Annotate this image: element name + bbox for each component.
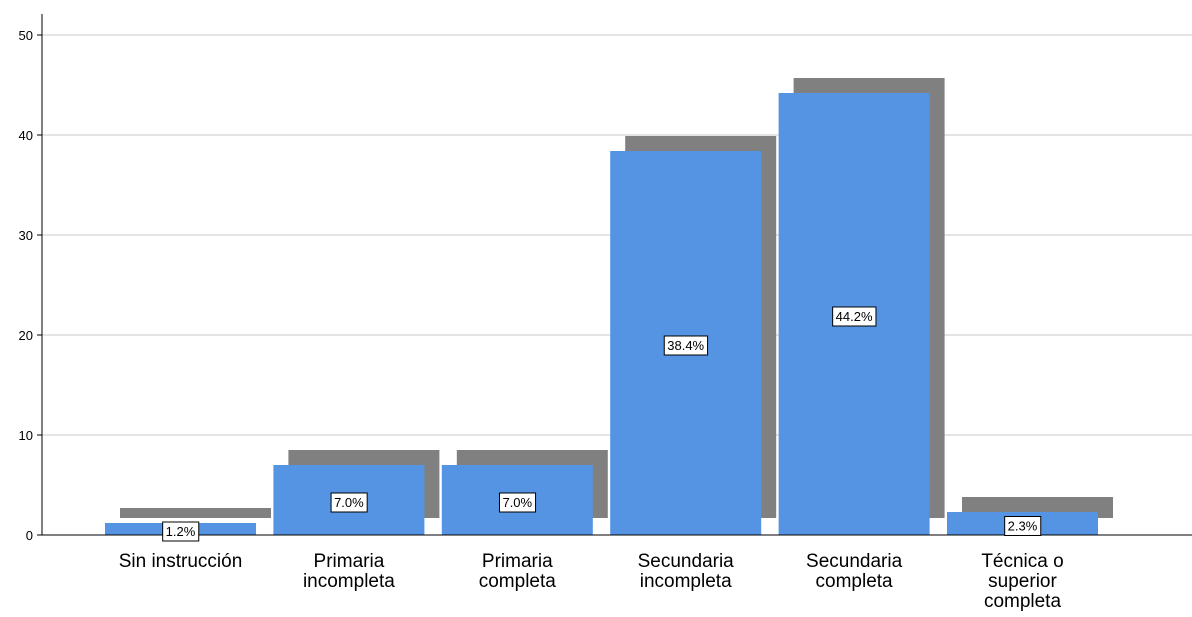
- y-tick-label: 20: [19, 328, 33, 343]
- data-label-text: 38.4%: [667, 338, 704, 353]
- x-category-label: Técnica o superior completa: [981, 551, 1063, 612]
- data-label: 38.4%: [663, 335, 709, 356]
- data-labels: 1.2% 7.0% 7.0% 38.4% 44.2% 2.3%: [162, 306, 1042, 542]
- data-label-box: [162, 521, 200, 542]
- data-label-text: 7.0%: [334, 495, 364, 510]
- data-label: 44.2%: [832, 306, 877, 327]
- x-category-label: Sin instrucción: [119, 551, 243, 572]
- y-tick-label: 50: [19, 28, 33, 43]
- bars: [105, 93, 1098, 535]
- data-label: 2.3%: [1004, 516, 1042, 536]
- bar-shadow: [120, 508, 271, 518]
- axes: 0 10 20 30 40 50: [19, 14, 1192, 543]
- data-label-box: [832, 306, 877, 327]
- data-label: 7.0%: [330, 492, 368, 513]
- data-label-text: 2.3%: [1008, 519, 1038, 534]
- x-category-label: Secundaria incompleta: [638, 551, 735, 592]
- y-tick-label: 30: [19, 228, 33, 243]
- data-label-box: [498, 492, 537, 513]
- data-label: 1.2%: [162, 521, 200, 542]
- data-label-text: 1.2%: [166, 524, 196, 539]
- data-label-text: 7.0%: [502, 495, 532, 510]
- data-label-box: [330, 492, 368, 513]
- x-category-label: Primaria completa: [479, 551, 557, 592]
- y-tick-label: 10: [19, 428, 33, 443]
- data-label-text: 44.2%: [836, 309, 873, 324]
- data-label-box: [1004, 516, 1042, 536]
- category-labels: Sin instrucción Primaria incompleta Primari…: [119, 551, 1064, 612]
- data-label-box: [663, 335, 709, 356]
- x-category-label: Secundaria completa: [806, 551, 903, 592]
- y-tick-label: 40: [19, 128, 33, 143]
- data-label: 7.0%: [498, 492, 537, 513]
- y-tick-label: 0: [26, 528, 33, 543]
- x-category-label: Primaria incompleta: [303, 551, 395, 592]
